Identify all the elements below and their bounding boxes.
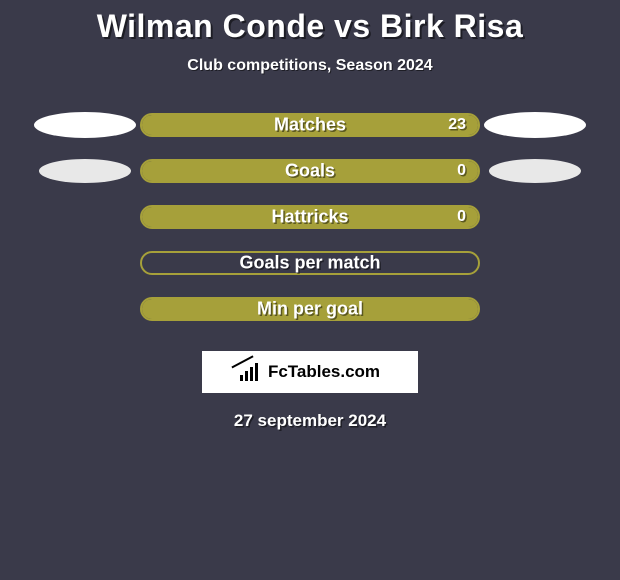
stat-row: Matches 23 <box>30 113 590 137</box>
stat-bar: Matches 23 <box>140 113 480 137</box>
left-player-marker <box>39 159 131 183</box>
page-subtitle: Club competitions, Season 2024 <box>187 57 432 75</box>
stat-label: Matches <box>274 115 346 136</box>
right-player-marker <box>484 112 586 138</box>
stat-rows: Matches 23 Goals 0 Hattricks 0 Goals per match… <box>30 113 590 343</box>
stat-row: Min per goal <box>30 297 590 321</box>
logo-box: FcTables.com <box>202 351 418 393</box>
stat-row: Hattricks 0 <box>30 205 590 229</box>
stat-row: Goals 0 <box>30 159 590 183</box>
stat-label: Hattricks <box>271 207 348 228</box>
right-player-marker-slot <box>480 159 590 183</box>
date-label: 27 september 2024 <box>234 411 386 431</box>
stat-label: Goals <box>285 161 335 182</box>
page-title: Wilman Conde vs Birk Risa <box>97 8 524 45</box>
right-player-marker-slot <box>480 112 590 138</box>
stat-value: 23 <box>448 116 466 134</box>
stat-row: Goals per match <box>30 251 590 275</box>
comparison-infographic: Wilman Conde vs Birk Risa Club competiti… <box>0 0 620 431</box>
right-player-marker <box>489 159 581 183</box>
stat-bar: Goals 0 <box>140 159 480 183</box>
left-player-marker <box>34 112 136 138</box>
left-player-marker-slot <box>30 159 140 183</box>
logo-text: FcTables.com <box>268 362 380 382</box>
fctables-logo-icon <box>240 363 262 381</box>
stat-bar: Goals per match <box>140 251 480 275</box>
left-player-marker-slot <box>30 112 140 138</box>
stat-label: Goals per match <box>239 253 380 274</box>
stat-value: 0 <box>457 162 466 180</box>
stat-label: Min per goal <box>257 299 363 320</box>
stat-bar: Min per goal <box>140 297 480 321</box>
stat-value: 0 <box>457 208 466 226</box>
stat-bar: Hattricks 0 <box>140 205 480 229</box>
